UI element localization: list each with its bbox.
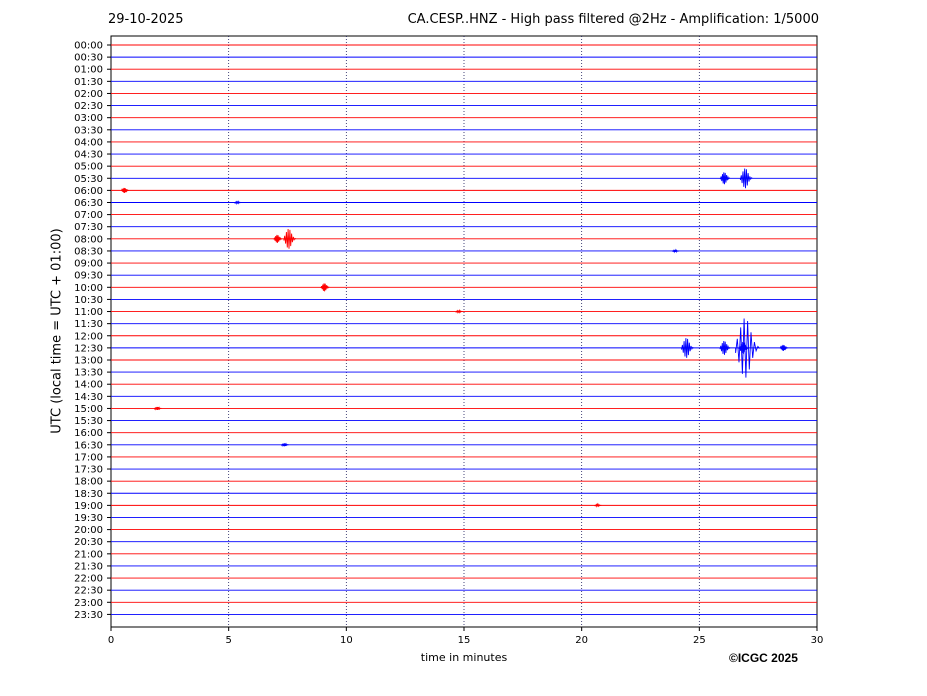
y-tick-label: 11:00 [74,307,103,318]
y-tick-label: 01:00 [74,65,103,76]
y-tick-label: 05:00 [74,162,103,173]
y-tick-label: 10:00 [74,283,103,294]
x-axis-label: time in minutes [420,651,508,664]
y-tick-label: 03:00 [74,113,103,124]
y-tick-label: 13:30 [74,368,103,379]
y-tick-label: 21:30 [74,561,103,572]
y-tick-label: 06:00 [74,186,103,197]
x-tick-label: 20 [575,635,588,646]
event-marks [120,168,789,508]
y-tick-label: 15:00 [74,404,103,415]
y-tick-label: 12:30 [74,343,103,354]
y-tick-label: 04:00 [74,137,103,148]
y-tick-label: 12:00 [74,331,103,342]
y-tick-label: 11:30 [74,319,103,330]
y-tick-label: 08:00 [74,234,103,245]
event-burst-7 [320,283,330,292]
y-tick-label: 09:00 [74,259,103,270]
y-tick-label: 04:30 [74,150,103,161]
event-burst-3 [234,199,242,206]
x-tick-labels: 0 5 10 15 20 25 30 [108,627,824,646]
event-burst-13 [779,344,789,351]
y-tick-label: 18:30 [74,489,103,500]
y-tick-label: 02:00 [74,89,103,100]
y-tick-labels: 00:0000:3001:0001:3002:0002:3003:0003:30… [74,41,111,621]
x-tick-label: 10 [340,635,353,646]
event-burst-16 [594,502,602,508]
event-burst-0 [719,172,731,185]
y-tick-label: 08:30 [74,246,103,257]
x-tick-label: 25 [693,635,706,646]
y-tick-label: 22:00 [74,574,103,585]
event-burst-4 [273,234,283,243]
y-tick-label: 13:00 [74,355,103,366]
y-tick-label: 20:30 [74,537,103,548]
event-burst-14 [154,406,162,411]
trace-rows [111,44,817,615]
grid-lines [228,36,700,627]
y-tick-label: 17:30 [74,465,103,476]
y-tick-label: 19:00 [74,501,103,512]
y-tick-label: 03:30 [74,125,103,136]
event-burst-15 [281,442,289,447]
event-burst-8 [455,308,463,314]
x-tick-label: 5 [225,635,231,646]
y-tick-label: 05:30 [74,174,103,185]
y-tick-label: 23:30 [74,610,103,621]
y-tick-label: 01:30 [74,77,103,88]
y-tick-label: 21:00 [74,549,103,560]
x-tick-label: 15 [458,635,471,646]
y-tick-label: 07:00 [74,210,103,221]
date-label: 29-10-2025 [108,12,184,27]
y-tick-label: 18:00 [74,477,103,488]
event-burst-6 [672,248,680,254]
event-burst-9 [681,338,694,358]
event-burst-2 [120,187,129,193]
event-burst-12 [735,318,760,378]
chart-title: CA.CESP..HNZ - High pass filtered @2Hz -… [407,12,819,27]
y-tick-label: 20:00 [74,525,103,536]
y-tick-label: 19:30 [74,513,103,524]
copyright-credit: ©ICGC 2025 [729,651,798,665]
y-tick-label: 14:00 [74,380,103,391]
y-tick-label: 10:30 [74,295,103,306]
plot-frame [110,35,818,628]
y-tick-label: 02:30 [74,101,103,112]
y-tick-label: 15:30 [74,416,103,427]
x-tick-label: 30 [811,635,824,646]
y-tick-label: 07:30 [74,222,103,233]
y-tick-label: 22:30 [74,586,103,597]
y-tick-label: 09:30 [74,271,103,282]
y-tick-label: 16:00 [74,428,103,439]
y-tick-label: 23:00 [74,598,103,609]
y-tick-label: 06:30 [74,198,103,209]
y-tick-label: 00:00 [74,41,103,52]
y-tick-label: 16:30 [74,440,103,451]
event-burst-1 [739,168,753,189]
x-tick-label: 0 [108,635,114,646]
event-burst-5 [283,228,297,249]
y-tick-label: 17:00 [74,452,103,463]
y-tick-label: 00:30 [74,53,103,64]
y-tick-label: 14:30 [74,392,103,403]
event-burst-10 [719,340,731,355]
